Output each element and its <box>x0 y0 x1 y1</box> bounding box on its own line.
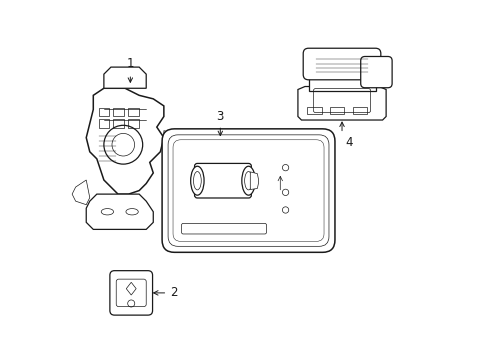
Bar <box>128 108 139 117</box>
FancyBboxPatch shape <box>303 48 381 80</box>
Bar <box>98 108 109 117</box>
Text: 3: 3 <box>217 110 224 123</box>
Circle shape <box>104 125 143 164</box>
Text: 2: 2 <box>170 287 177 300</box>
Bar <box>330 107 344 114</box>
Polygon shape <box>164 131 178 152</box>
Polygon shape <box>72 180 90 205</box>
Bar <box>353 107 368 114</box>
Ellipse shape <box>242 166 255 195</box>
Polygon shape <box>86 88 164 194</box>
Polygon shape <box>309 57 375 91</box>
Text: 1: 1 <box>126 57 134 70</box>
FancyBboxPatch shape <box>110 271 152 315</box>
Polygon shape <box>104 67 146 88</box>
Polygon shape <box>250 172 258 189</box>
Bar <box>98 119 109 128</box>
Bar <box>307 107 321 114</box>
Polygon shape <box>86 194 153 229</box>
Bar <box>128 119 139 128</box>
Bar <box>113 108 124 117</box>
Text: 4: 4 <box>345 136 353 149</box>
Polygon shape <box>298 86 386 120</box>
FancyBboxPatch shape <box>195 163 251 198</box>
FancyBboxPatch shape <box>361 57 392 88</box>
FancyBboxPatch shape <box>162 129 335 252</box>
Bar <box>113 119 124 128</box>
Ellipse shape <box>191 166 204 195</box>
